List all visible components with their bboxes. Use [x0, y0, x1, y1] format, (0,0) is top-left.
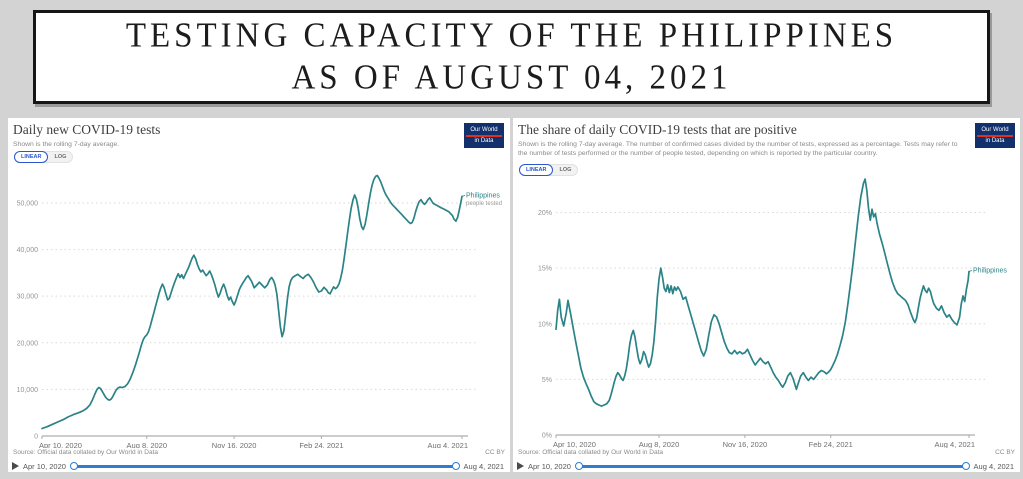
svg-text:Aug 4, 2021: Aug 4, 2021: [935, 440, 975, 448]
timeline-slider[interactable]: [574, 461, 970, 471]
license-label[interactable]: CC BY: [995, 449, 1015, 456]
svg-text:5%: 5%: [542, 377, 552, 384]
svg-text:people tested: people tested: [466, 201, 502, 207]
timeline-start-handle[interactable]: [574, 462, 583, 470]
chart-title: Daily new COVID-19 tests: [13, 122, 161, 137]
svg-text:Aug 8, 2020: Aug 8, 2020: [127, 441, 167, 448]
timeline-slider[interactable]: [69, 461, 460, 471]
svg-text:10,000: 10,000: [17, 387, 39, 394]
owid-logo-text-top: Our World: [470, 126, 498, 133]
svg-text:Apr 10, 2020: Apr 10, 2020: [553, 440, 596, 448]
owid-logo-red-bar: [977, 134, 1013, 137]
license-label[interactable]: CC BY: [485, 449, 505, 456]
log-button[interactable]: LOG: [54, 154, 67, 160]
owid-logo-text-bottom: in Data: [985, 137, 1005, 144]
play-icon[interactable]: [12, 462, 19, 470]
timeline-control: Apr 10, 2020 Aug 4, 2021: [12, 459, 504, 473]
timeline-end-date: Aug 4, 2021: [973, 461, 1014, 471]
timeline-start-handle[interactable]: [69, 462, 78, 470]
banner-title-line2: AS OF AUGUST 04, 2021: [291, 59, 732, 97]
svg-text:50,000: 50,000: [17, 200, 39, 207]
svg-text:Philippines: Philippines: [973, 267, 1007, 274]
scale-toggle: LINEAR LOG: [519, 164, 579, 176]
chart-title: The share of daily COVID-19 tests that a…: [518, 122, 797, 137]
timeline-track[interactable]: [578, 465, 966, 468]
svg-text:0: 0: [34, 434, 38, 441]
owid-logo: Our World in Data: [464, 123, 504, 148]
svg-text:10%: 10%: [538, 321, 552, 328]
positive-share-plot: 0% 5% 10% 15% 20% Apr 10, 2020 Aug 8, 2020 Nov …: [538, 178, 1007, 448]
svg-text:30,000: 30,000: [17, 294, 39, 301]
svg-text:Aug 8, 2020: Aug 8, 2020: [639, 440, 679, 448]
svg-text:Nov 16, 2020: Nov 16, 2020: [212, 441, 257, 448]
timeline-track[interactable]: [73, 465, 456, 468]
svg-text:Nov 16, 2020: Nov 16, 2020: [723, 440, 768, 448]
play-icon[interactable]: [517, 462, 524, 470]
timeline-start-date: Apr 10, 2020: [23, 461, 66, 471]
title-banner: TESTING CAPACITY OF THE PHILIPPINES AS O…: [33, 10, 990, 104]
owid-logo-red-bar: [466, 134, 502, 137]
chart-card-daily-tests: Daily new COVID-19 tests Our World in Da…: [8, 118, 510, 472]
chart-subtitle: Shown is the rolling 7-day average. The …: [518, 141, 958, 158]
timeline-control: Apr 10, 2020 Aug 4, 2021: [517, 459, 1014, 473]
svg-text:Feb 24, 2021: Feb 24, 2021: [299, 441, 343, 448]
svg-text:20%: 20%: [538, 210, 552, 217]
banner-title-line1: TESTING CAPACITY OF THE PHILIPPINES: [125, 16, 898, 55]
timeline-end-handle[interactable]: [961, 462, 970, 470]
svg-text:0%: 0%: [542, 433, 552, 440]
source-note: Source: Official data collated by Our Wo…: [518, 449, 663, 456]
svg-text:20,000: 20,000: [17, 340, 39, 347]
chart-subtitle: Shown is the rolling 7-day average.: [13, 141, 120, 148]
svg-text:15%: 15%: [538, 266, 552, 273]
svg-text:Feb 24, 2021: Feb 24, 2021: [809, 440, 853, 448]
linear-button[interactable]: LINEAR: [519, 164, 554, 176]
linear-button[interactable]: LINEAR: [14, 151, 49, 163]
source-note: Source: Official data collated by Our Wo…: [13, 449, 158, 456]
svg-text:Philippines: Philippines: [466, 192, 500, 199]
log-button[interactable]: LOG: [559, 167, 572, 173]
timeline-start-date: Apr 10, 2020: [528, 461, 571, 471]
svg-text:Aug 4, 2021: Aug 4, 2021: [428, 441, 468, 448]
owid-logo-text-top: Our World: [981, 126, 1009, 133]
scale-toggle: LINEAR LOG: [14, 151, 74, 163]
owid-logo: Our World in Data: [975, 123, 1015, 148]
owid-logo-text-bottom: in Data: [474, 137, 494, 144]
svg-text:40,000: 40,000: [17, 247, 39, 254]
timeline-end-date: Aug 4, 2021: [463, 461, 504, 471]
chart-card-positive-share: The share of daily COVID-19 tests that a…: [513, 118, 1020, 472]
svg-text:Apr 10, 2020: Apr 10, 2020: [39, 441, 82, 448]
timeline-end-handle[interactable]: [451, 462, 460, 470]
daily-tests-plot: 0 10,000 20,000 30,000 40,000 50,000 Apr 10, 2…: [17, 174, 502, 448]
